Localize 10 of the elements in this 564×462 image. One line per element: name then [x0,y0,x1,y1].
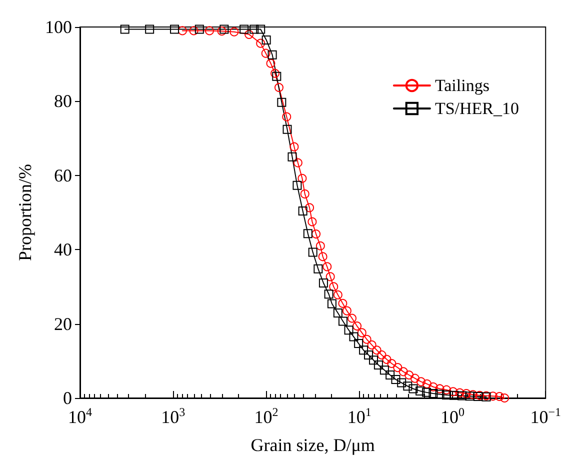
y-tick-label: 100 [45,17,72,37]
x-axis-title: Grain size, D/μm [250,435,375,455]
y-tick-label: 0 [63,388,72,408]
legend-label: TS/HER_10 [434,99,519,118]
y-tick-label: 80 [54,91,72,112]
y-axis-title: Proportion/% [15,164,35,261]
legend-label: Tailings [434,76,490,95]
y-tick-label: 20 [54,314,72,334]
y-tick-label: 40 [54,240,72,260]
y-tick-label: 60 [54,165,72,186]
